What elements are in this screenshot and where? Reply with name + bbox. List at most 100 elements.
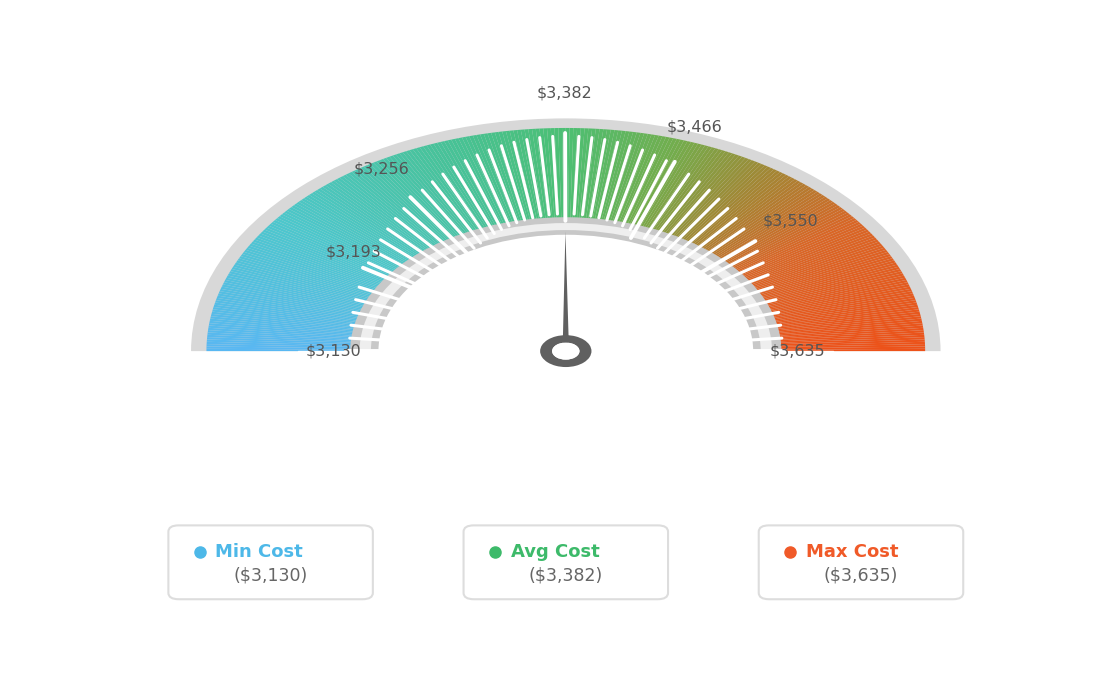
Text: Avg Cost: Avg Cost: [511, 543, 599, 561]
Wedge shape: [253, 239, 395, 291]
Wedge shape: [751, 273, 904, 310]
Wedge shape: [683, 172, 783, 254]
Wedge shape: [762, 326, 923, 338]
Wedge shape: [532, 129, 550, 230]
Wedge shape: [640, 144, 705, 239]
Wedge shape: [696, 184, 806, 260]
Wedge shape: [477, 135, 519, 233]
Wedge shape: [256, 235, 397, 289]
Wedge shape: [291, 206, 417, 273]
Text: $3,635: $3,635: [771, 344, 826, 359]
Wedge shape: [250, 244, 393, 293]
Wedge shape: [586, 129, 607, 230]
Wedge shape: [247, 246, 392, 295]
Wedge shape: [326, 184, 436, 260]
Wedge shape: [270, 222, 405, 282]
Wedge shape: [466, 136, 513, 234]
Text: ($3,130): ($3,130): [233, 566, 308, 584]
Wedge shape: [358, 168, 454, 251]
Wedge shape: [210, 319, 371, 335]
Wedge shape: [757, 302, 917, 326]
Wedge shape: [761, 323, 923, 337]
Wedge shape: [711, 200, 832, 269]
Wedge shape: [681, 170, 781, 253]
Wedge shape: [213, 307, 373, 328]
Text: ($3,635): ($3,635): [824, 566, 899, 584]
Wedge shape: [744, 256, 892, 300]
Wedge shape: [745, 260, 895, 303]
Wedge shape: [535, 128, 551, 229]
Wedge shape: [455, 138, 507, 235]
Wedge shape: [630, 140, 688, 236]
Wedge shape: [426, 144, 491, 239]
Text: ($3,382): ($3,382): [529, 566, 603, 584]
Wedge shape: [217, 293, 375, 321]
Wedge shape: [662, 157, 745, 245]
Wedge shape: [495, 132, 529, 231]
Wedge shape: [208, 333, 370, 342]
Wedge shape: [379, 235, 753, 351]
Wedge shape: [732, 232, 871, 287]
Wedge shape: [396, 153, 475, 244]
Text: $3,193: $3,193: [326, 245, 381, 260]
Wedge shape: [718, 209, 845, 274]
Wedge shape: [746, 262, 898, 304]
Wedge shape: [383, 158, 467, 246]
Wedge shape: [458, 137, 509, 235]
Wedge shape: [625, 138, 677, 235]
Wedge shape: [751, 275, 905, 311]
Wedge shape: [745, 258, 894, 302]
Wedge shape: [461, 137, 511, 234]
Wedge shape: [551, 128, 560, 229]
Wedge shape: [469, 135, 514, 233]
Text: Max Cost: Max Cost: [806, 543, 899, 561]
Wedge shape: [524, 129, 545, 230]
Wedge shape: [403, 151, 478, 242]
Wedge shape: [315, 190, 429, 264]
Wedge shape: [241, 254, 389, 299]
Wedge shape: [386, 157, 469, 245]
Wedge shape: [734, 235, 875, 289]
Wedge shape: [713, 204, 838, 271]
Wedge shape: [340, 176, 444, 256]
Wedge shape: [716, 207, 842, 273]
Wedge shape: [559, 128, 564, 229]
Wedge shape: [227, 273, 381, 310]
Wedge shape: [574, 128, 585, 229]
Polygon shape: [563, 232, 569, 351]
Wedge shape: [208, 330, 370, 341]
Wedge shape: [212, 312, 372, 331]
Wedge shape: [373, 161, 463, 248]
Wedge shape: [406, 150, 480, 241]
Wedge shape: [223, 282, 379, 315]
Wedge shape: [360, 223, 772, 351]
FancyBboxPatch shape: [464, 525, 668, 599]
Wedge shape: [660, 155, 742, 245]
Wedge shape: [613, 135, 655, 233]
Wedge shape: [206, 339, 369, 346]
Wedge shape: [562, 128, 565, 229]
Wedge shape: [206, 344, 369, 348]
Wedge shape: [282, 213, 412, 276]
Wedge shape: [763, 348, 925, 351]
Wedge shape: [752, 277, 906, 312]
Wedge shape: [691, 179, 798, 258]
Wedge shape: [191, 119, 941, 351]
Wedge shape: [760, 309, 920, 329]
Wedge shape: [208, 328, 370, 339]
Wedge shape: [756, 295, 915, 322]
Wedge shape: [393, 155, 473, 244]
Wedge shape: [757, 300, 916, 324]
Wedge shape: [728, 224, 863, 282]
Wedge shape: [671, 163, 762, 248]
Wedge shape: [761, 316, 922, 333]
Wedge shape: [565, 128, 570, 229]
Wedge shape: [337, 178, 442, 257]
Wedge shape: [320, 187, 433, 262]
Wedge shape: [206, 342, 369, 347]
Wedge shape: [268, 224, 404, 282]
Wedge shape: [222, 284, 378, 316]
Wedge shape: [618, 136, 666, 234]
Wedge shape: [726, 222, 861, 282]
Wedge shape: [416, 147, 486, 240]
